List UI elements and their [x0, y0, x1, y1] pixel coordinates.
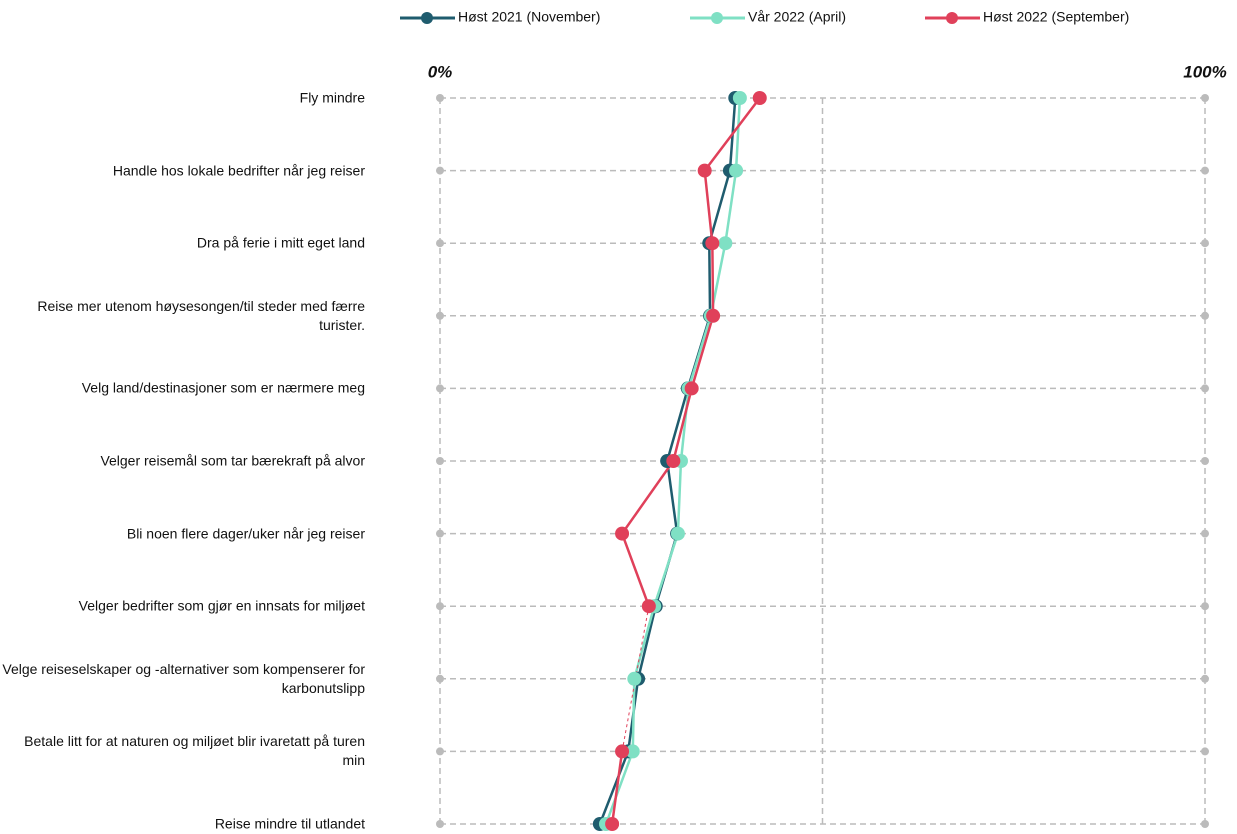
row-end-dot	[436, 457, 444, 465]
series-line	[610, 751, 624, 825]
row-end-dot	[1201, 311, 1209, 320]
row-end-dot	[1201, 602, 1209, 611]
category-label: Velge reiseselskaper og -alternativer so…	[2, 660, 365, 696]
row-end-dot	[1201, 674, 1209, 683]
row-end-dot	[436, 166, 444, 175]
series-point	[718, 236, 733, 251]
legend-label: Vår 2022 (April)	[748, 9, 846, 25]
series-point	[706, 308, 721, 323]
legend-marker	[421, 12, 433, 24]
series-point	[729, 163, 744, 178]
series-point	[641, 599, 656, 614]
category-label: Betale litt for at naturen og miljøet bl…	[24, 733, 365, 769]
row-end-dot	[436, 747, 444, 756]
category-label: Velger reisemål som tar bærekraft på alv…	[100, 452, 365, 469]
x-tick-label: 100%	[1183, 62, 1226, 81]
category-label: Bli noen flere dager/uker når jeg reiser	[126, 525, 365, 542]
series-point	[705, 236, 720, 251]
series-point	[605, 817, 620, 831]
series-point	[752, 91, 767, 105]
category-label: Reise mer utenom høysesongen/til steder …	[37, 297, 365, 333]
row-end-dot	[436, 384, 444, 393]
category-label: Velger bedrifter som gjør en innsats for…	[78, 597, 365, 614]
category-label: Dra på ferie i mitt eget land	[196, 234, 365, 251]
row-end-dot	[436, 602, 444, 611]
row-end-dot	[1201, 239, 1209, 248]
row-end-dot	[436, 311, 444, 320]
legend-label: Høst 2022 (September)	[983, 9, 1129, 25]
row-end-dot	[1201, 529, 1209, 538]
row-end-dot	[1201, 166, 1209, 175]
series-point	[697, 163, 712, 178]
row-end-dot	[1201, 820, 1209, 828]
row-end-dot	[436, 674, 444, 683]
series-point	[627, 671, 642, 686]
row-end-dot	[1201, 457, 1209, 465]
series-line	[620, 97, 761, 607]
series-point	[666, 454, 681, 468]
row-end-dot	[1201, 94, 1209, 102]
series-point	[625, 744, 640, 759]
category-label: Reise mindre til utlandet	[214, 815, 365, 832]
category-label: Velg land/destinasjoner som er nærmere m…	[81, 379, 365, 396]
row-end-dot	[1201, 384, 1209, 393]
series-point	[615, 526, 630, 541]
category-label: Handle hos lokale bedrifter når jeg reis…	[112, 162, 365, 179]
row-end-dot	[436, 94, 444, 102]
series-point	[684, 381, 699, 396]
legend-marker	[711, 12, 723, 24]
row-end-dot	[436, 239, 444, 248]
series-point	[670, 526, 685, 541]
series-point	[732, 91, 747, 105]
series-point	[615, 744, 630, 759]
legend-marker	[946, 12, 958, 24]
legend-label: Høst 2021 (November)	[458, 9, 600, 25]
row-end-dot	[436, 820, 444, 828]
row-end-dot	[1201, 747, 1209, 756]
category-label: Fly mindre	[299, 89, 365, 106]
row-end-dot	[436, 529, 444, 538]
x-tick-label: 0%	[428, 62, 453, 81]
